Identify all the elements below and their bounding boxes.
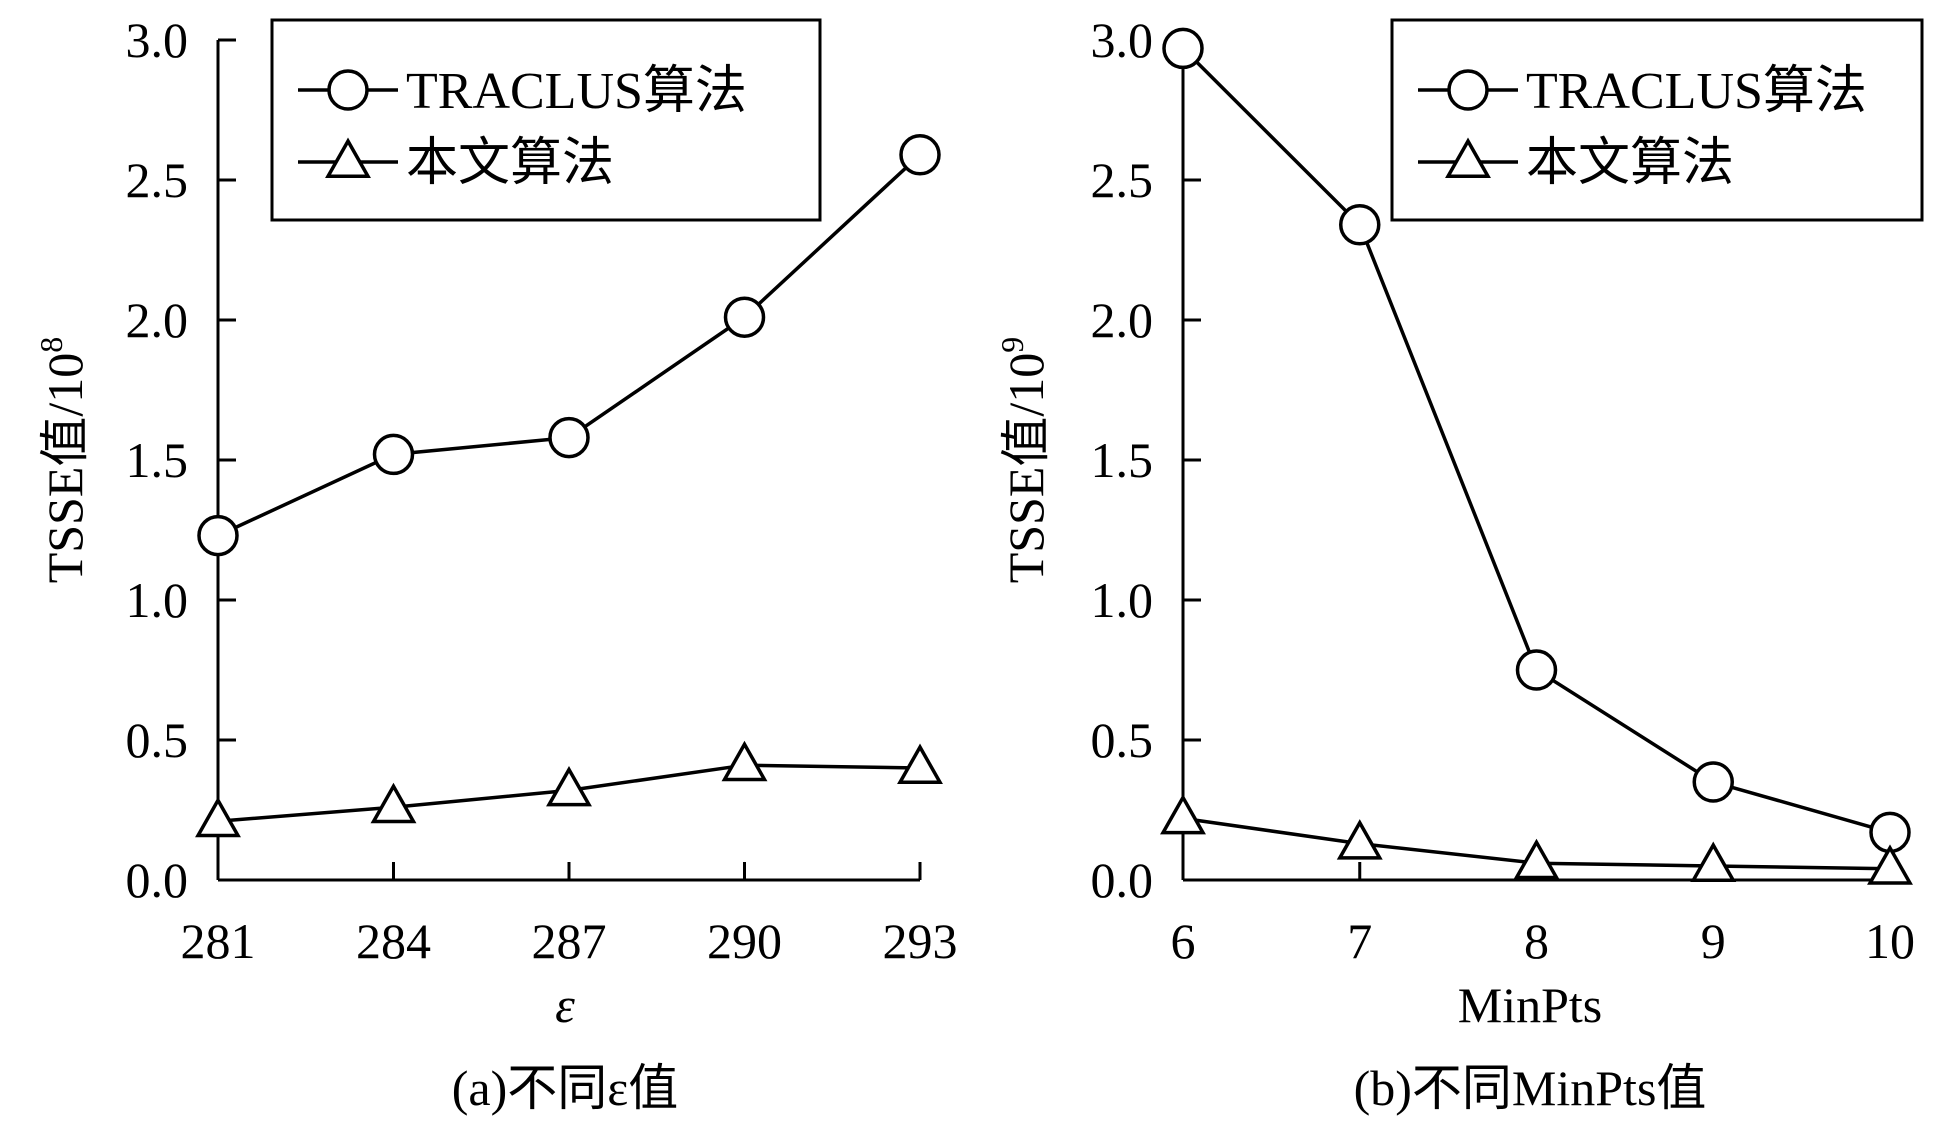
data-point-circle (1692, 761, 1734, 803)
data-point-circle (1162, 27, 1204, 70)
x-tick-label: 284 (356, 913, 431, 969)
legend-marker-triangle (1445, 137, 1491, 178)
legend-label: 本文算法 (1526, 135, 1734, 192)
y-axis-label-text: TSSE值/10 (37, 353, 93, 584)
y-axis-label-exponent: 8 (33, 337, 69, 353)
data-point-triangle (1690, 841, 1737, 882)
legend-label: TRACLUS算法 (1526, 63, 1867, 120)
data-point-circle (723, 296, 766, 338)
y-tick-label: 2.0 (126, 292, 189, 348)
data-point-triangle (1867, 844, 1913, 885)
legend-box (270, 18, 822, 222)
data-point-circle (1339, 204, 1381, 246)
y-tick-label: 0.0 (126, 852, 189, 908)
y-axis-label-text: TSSE值/10 (998, 353, 1054, 584)
y-tick-label: 1.0 (126, 572, 189, 628)
data-point-circle (197, 514, 239, 557)
data-point-triangle (897, 743, 943, 784)
legend-marker-triangle (325, 137, 371, 178)
y-tick-label: 1.0 (1091, 572, 1154, 628)
y-axis-label: TSSE值/109 (994, 337, 1054, 584)
x-tick-label: 8 (1524, 913, 1549, 969)
y-tick-label: 2.0 (1091, 292, 1154, 348)
x-tick-label: 6 (1171, 913, 1196, 969)
y-tick-label: 0.0 (1091, 852, 1154, 908)
chart-panel-a: 0.0 0.5 1.0 1.5 2.0 2.5 3.0 281 284 287 290 293 ε TSS… (33, 12, 958, 1116)
x-tick-label: 10 (1865, 913, 1915, 969)
y-tick-label: 2.5 (126, 152, 189, 208)
x-axis-label: ε (555, 977, 575, 1033)
x-tick-label: 290 (707, 913, 782, 969)
legend-marker-circle (327, 69, 369, 111)
legend-marker-circle (1447, 69, 1489, 111)
x-tick-label: 7 (1347, 913, 1372, 969)
chart-caption: (b)不同MinPts值 (1354, 1060, 1707, 1116)
data-point-triangle (1513, 838, 1560, 880)
y-axis-label-exponent: 9 (994, 337, 1030, 353)
data-point-circle (899, 134, 941, 176)
y-tick-label: 0.5 (126, 712, 189, 768)
x-tick-label: 293 (883, 913, 958, 969)
x-tick-label: 281 (181, 913, 256, 969)
y-axis-label: TSSE值/108 (33, 337, 93, 584)
chart-caption: (a)不同ε值 (452, 1060, 679, 1116)
legend-label: TRACLUS算法 (406, 63, 747, 120)
data-point-triangle (195, 796, 241, 838)
data-point-triangle (1336, 819, 1383, 860)
y-tick-label: 3.0 (126, 12, 189, 68)
y-tick-label: 1.5 (1091, 432, 1154, 488)
chart-panel-b: 0.0 0.5 1.0 1.5 2.0 2.5 3.0 6 7 8 9 10 MinPts TSSE值/1… (994, 12, 1924, 1116)
data-point-circle (548, 416, 590, 459)
data-point-triangle (1160, 793, 1206, 835)
y-tick-label: 3.0 (1091, 12, 1154, 68)
y-tick-label: 1.5 (126, 432, 189, 488)
legend-label: 本文算法 (406, 135, 614, 192)
data-point-circle (372, 433, 415, 476)
legend-box (1390, 18, 1924, 222)
x-tick-label: 287 (532, 913, 607, 969)
data-point-triangle (370, 782, 417, 824)
y-tick-label: 2.5 (1091, 152, 1154, 208)
x-tick-label: 9 (1701, 913, 1726, 969)
y-tick-label: 0.5 (1091, 712, 1154, 768)
data-point-circle (1515, 649, 1558, 691)
data-point-triangle (546, 765, 592, 807)
data-point-triangle (721, 740, 768, 782)
x-axis-label: MinPts (1458, 977, 1603, 1033)
